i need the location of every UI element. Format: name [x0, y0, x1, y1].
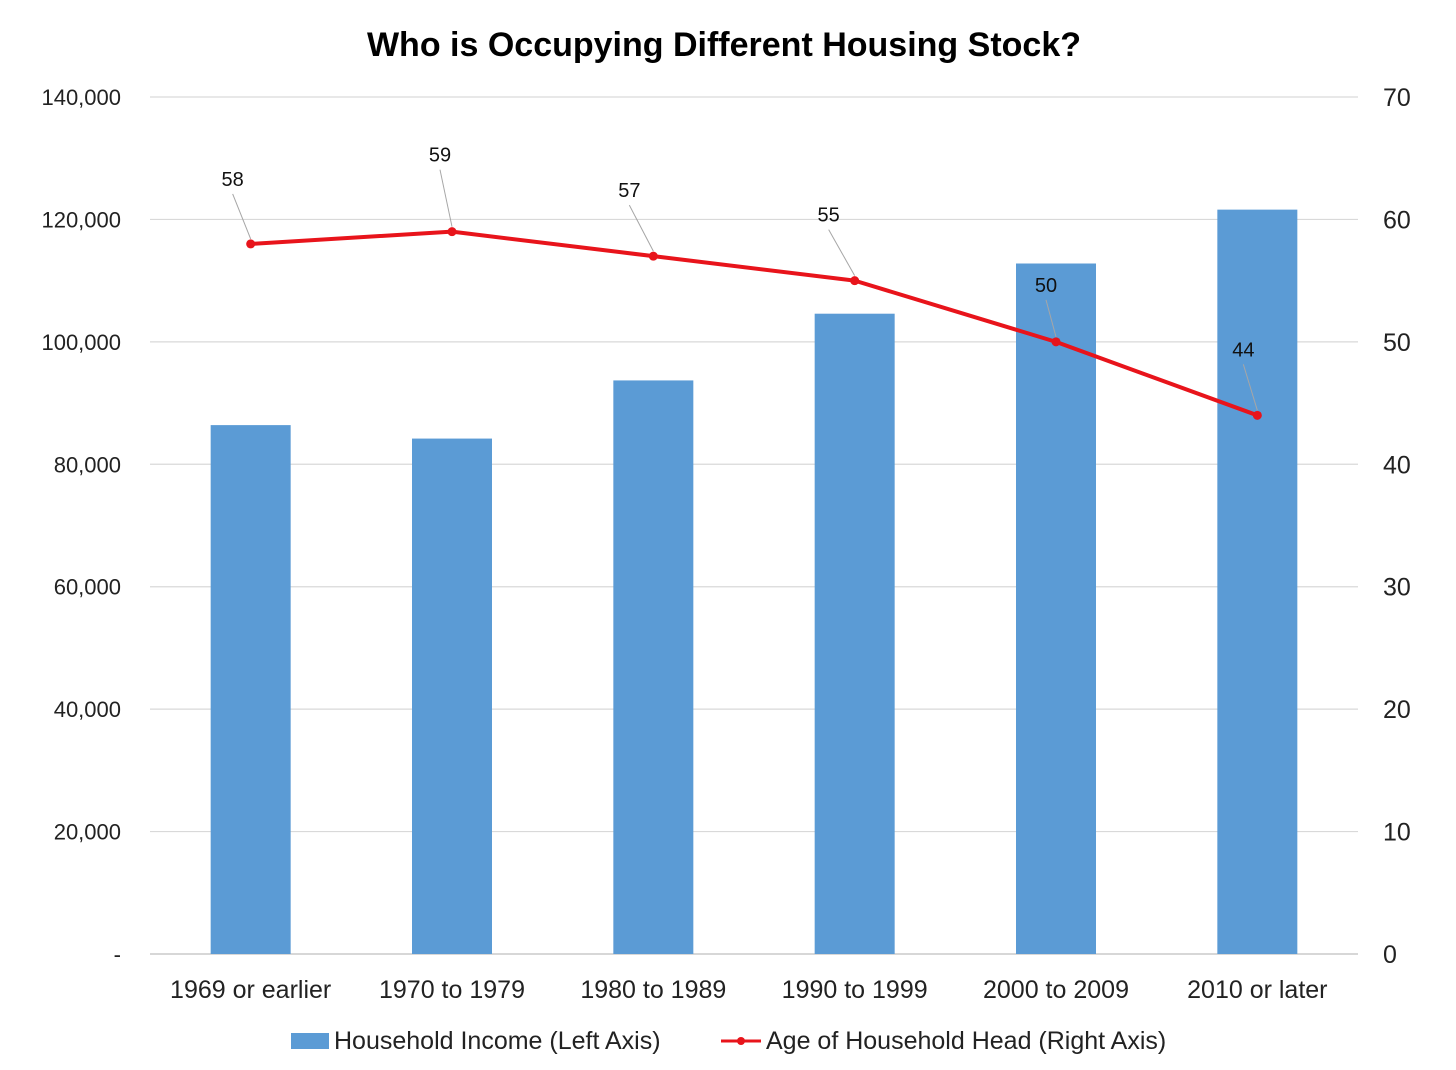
category-label: 1969 or earlier: [170, 976, 331, 1004]
data-label: 44: [1232, 339, 1254, 361]
left-tick-label: 80,000: [54, 452, 121, 477]
line-point: [850, 276, 860, 286]
right-tick-label: 70: [1383, 84, 1411, 112]
right-tick-label: 20: [1383, 696, 1411, 724]
data-label: 55: [818, 205, 840, 227]
bar: [1016, 263, 1096, 954]
chart-title: Who is Occupying Different Housing Stock…: [367, 26, 1081, 64]
data-label: 58: [222, 169, 244, 191]
right-tick-label: 10: [1383, 819, 1411, 847]
left-tick-label: 120,000: [41, 207, 121, 232]
leader-line: [628, 204, 654, 252]
gridlines: [150, 96, 1358, 955]
left-axis: - 20,000 40,000 60,000 80,000 100,000 120,000 1…: [41, 85, 121, 967]
leader-line: [1242, 364, 1258, 411]
bar: [210, 425, 291, 954]
category-label: 1990 to 1999: [782, 976, 928, 1004]
category-label: 1970 to 1979: [379, 976, 525, 1004]
data-label: 57: [618, 180, 640, 202]
right-tick-label: 50: [1383, 329, 1411, 357]
right-axis: 0 10 20 30 40 50 60 70: [1383, 84, 1411, 969]
line-point: [246, 239, 256, 249]
line-series: 58 59 57 55 50 44: [222, 145, 1262, 420]
line-point: [1051, 337, 1061, 347]
category-label: 2010 or later: [1187, 976, 1327, 1004]
left-tick-label: -: [114, 942, 121, 967]
line-point: [1252, 410, 1262, 420]
bar: [1217, 209, 1298, 955]
category-label: 1980 to 1989: [580, 976, 726, 1004]
line-path: [250, 229, 1259, 418]
line-point: [447, 227, 457, 237]
left-tick-label: 20,000: [54, 820, 121, 845]
leader-line: [232, 193, 252, 240]
right-tick-label: 60: [1383, 206, 1411, 234]
data-label: 50: [1035, 275, 1057, 297]
bar: [814, 313, 895, 954]
leader-line: [1045, 299, 1057, 337]
right-tick-label: 40: [1383, 451, 1411, 479]
left-tick-label: 140,000: [41, 85, 121, 110]
bar-series: [210, 209, 1298, 955]
left-tick-label: 60,000: [54, 575, 121, 600]
right-tick-label: 0: [1383, 941, 1397, 969]
legend-label-age: Age of Household Head (Right Axis): [766, 1027, 1166, 1055]
legend: Household Income (Left Axis) Age of Hous…: [291, 1027, 1166, 1055]
data-label: 59: [429, 145, 451, 167]
line-point: [648, 251, 658, 261]
leader-line: [828, 229, 856, 276]
legend-swatch-marker: [737, 1037, 745, 1045]
x-axis: 1969 or earlier 1970 to 1979 1980 to 1989 1…: [170, 976, 1327, 1004]
legend-swatch-bar: [291, 1033, 329, 1049]
left-tick-label: 100,000: [41, 330, 121, 355]
left-tick-label: 40,000: [54, 697, 121, 722]
legend-label-income: Household Income (Left Axis): [334, 1027, 661, 1055]
leader-line: [439, 169, 453, 227]
right-tick-label: 30: [1383, 574, 1411, 602]
bar: [613, 380, 694, 955]
bar: [412, 438, 492, 955]
category-label: 2000 to 2009: [983, 976, 1129, 1004]
